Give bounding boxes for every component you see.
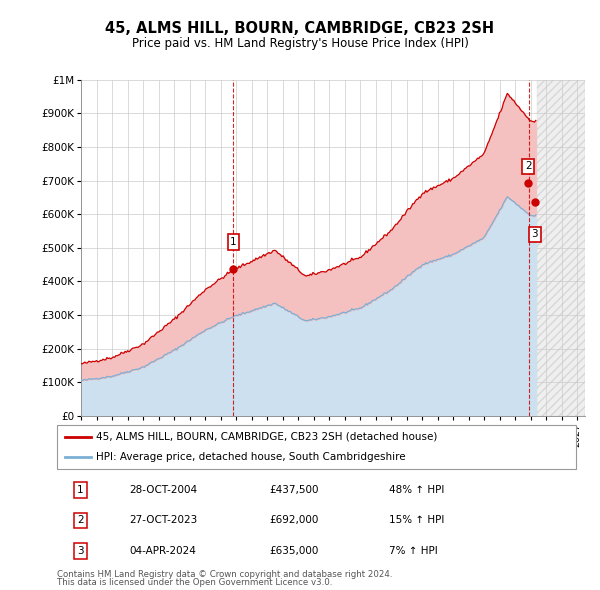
Text: 45, ALMS HILL, BOURN, CAMBRIDGE, CB23 2SH (detached house): 45, ALMS HILL, BOURN, CAMBRIDGE, CB23 2S… [96,432,437,442]
Text: 15% ↑ HPI: 15% ↑ HPI [389,516,445,526]
Text: HPI: Average price, detached house, South Cambridgeshire: HPI: Average price, detached house, Sout… [96,452,406,462]
Text: 04-APR-2024: 04-APR-2024 [130,546,197,556]
Text: 2: 2 [525,162,532,172]
Text: 27-OCT-2023: 27-OCT-2023 [130,516,198,526]
Text: 7% ↑ HPI: 7% ↑ HPI [389,546,438,556]
FancyBboxPatch shape [57,425,576,469]
Text: 3: 3 [77,546,83,556]
Text: £635,000: £635,000 [270,546,319,556]
Text: £437,500: £437,500 [270,486,319,495]
Text: 2: 2 [77,516,83,526]
Text: £692,000: £692,000 [270,516,319,526]
Text: 48% ↑ HPI: 48% ↑ HPI [389,486,445,495]
Text: 45, ALMS HILL, BOURN, CAMBRIDGE, CB23 2SH: 45, ALMS HILL, BOURN, CAMBRIDGE, CB23 2S… [106,21,494,36]
Text: Price paid vs. HM Land Registry's House Price Index (HPI): Price paid vs. HM Land Registry's House … [131,37,469,50]
Text: 1: 1 [77,486,83,495]
Text: 28-OCT-2004: 28-OCT-2004 [130,486,198,495]
Text: 1: 1 [230,237,237,247]
Text: This data is licensed under the Open Government Licence v3.0.: This data is licensed under the Open Gov… [57,578,332,588]
Text: 3: 3 [531,230,538,240]
Text: Contains HM Land Registry data © Crown copyright and database right 2024.: Contains HM Land Registry data © Crown c… [57,569,392,579]
